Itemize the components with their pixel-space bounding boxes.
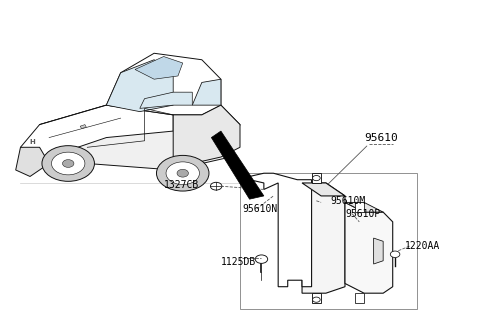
Polygon shape — [250, 173, 312, 287]
Polygon shape — [302, 183, 345, 196]
Text: 1327CB: 1327CB — [164, 180, 199, 190]
Polygon shape — [302, 183, 345, 293]
Circle shape — [390, 251, 400, 258]
Text: 95610: 95610 — [364, 132, 398, 143]
Circle shape — [312, 176, 320, 181]
Polygon shape — [135, 57, 183, 79]
Text: 1220AA: 1220AA — [405, 241, 440, 251]
Polygon shape — [355, 293, 364, 303]
Polygon shape — [140, 92, 192, 108]
Circle shape — [156, 155, 209, 191]
Polygon shape — [173, 105, 240, 170]
Circle shape — [62, 160, 74, 167]
Text: 1125DB: 1125DB — [221, 257, 256, 267]
Polygon shape — [192, 79, 221, 105]
Circle shape — [177, 169, 189, 177]
Text: H: H — [30, 139, 36, 146]
Text: 95610M: 95610M — [331, 196, 366, 206]
Circle shape — [51, 152, 85, 175]
Polygon shape — [16, 147, 49, 177]
Polygon shape — [312, 173, 321, 183]
Bar — [240, 173, 417, 309]
Polygon shape — [107, 60, 173, 112]
Circle shape — [255, 255, 268, 263]
Polygon shape — [80, 125, 86, 129]
Polygon shape — [21, 105, 173, 157]
Polygon shape — [345, 202, 383, 212]
Polygon shape — [39, 105, 240, 170]
Circle shape — [312, 297, 320, 302]
Circle shape — [166, 162, 199, 184]
Circle shape — [210, 182, 222, 190]
Polygon shape — [355, 202, 364, 212]
Text: 95610P: 95610P — [345, 209, 380, 219]
Polygon shape — [345, 202, 393, 293]
Polygon shape — [107, 53, 221, 115]
Circle shape — [42, 146, 95, 181]
Polygon shape — [373, 238, 383, 264]
Polygon shape — [312, 293, 321, 303]
Text: 95610N: 95610N — [242, 204, 277, 214]
Polygon shape — [211, 131, 264, 199]
